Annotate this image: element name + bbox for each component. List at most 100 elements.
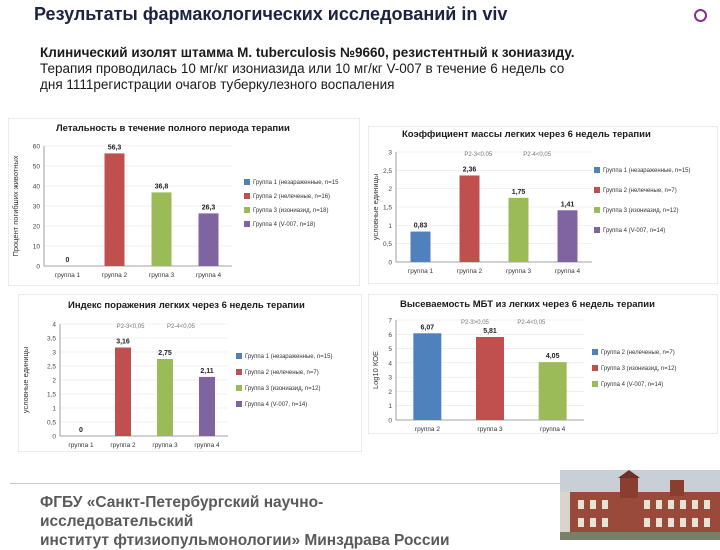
footer-line-2: институт фтизиопульмонологии» Минздрава … <box>40 532 450 549</box>
y-tick-label: 1,5 <box>383 205 392 212</box>
y-tick-label: 0,5 <box>383 241 392 248</box>
building-illustration <box>560 470 720 540</box>
y-tick-label: 3,5 <box>47 336 56 343</box>
legend-label: Группа 4 (V-007, n=18) <box>253 222 315 228</box>
legend-swatch <box>594 207 600 213</box>
bar-value-label: 2,36 <box>463 166 477 173</box>
legend-swatch <box>236 401 242 407</box>
bar <box>413 333 442 420</box>
x-tick-label: группа 4 <box>540 426 566 433</box>
y-tick-label: 0 <box>388 418 392 425</box>
bar-value-label: 3,16 <box>116 339 130 346</box>
y-tick-label: 1 <box>52 406 56 413</box>
building-photo <box>560 470 720 540</box>
legend-label: Группа 3 (изониазид, n=18) <box>253 208 328 214</box>
chart-lung-damage: Индекс поражения легких через 6 недель т… <box>18 294 362 452</box>
bar <box>410 231 431 262</box>
legend-label: Группа 1 (незараженные, n=15) <box>245 354 332 360</box>
bar <box>104 153 125 266</box>
y-tick-label: 3 <box>388 150 392 157</box>
chart-frame <box>8 118 360 286</box>
y-tick-label: 2 <box>388 186 392 193</box>
chart-mbt: Высеваемость МБТ из легких через 6 недел… <box>368 294 718 434</box>
chart-lethality: Летальность в течение полного периода те… <box>8 118 360 286</box>
chart-panel-mbt: Высеваемость МБТ из легких через 6 недел… <box>368 294 718 434</box>
intro-line-3: дня 1111регистрации очагов туберкулезног… <box>40 77 395 92</box>
x-tick-label: группа 4 <box>194 442 220 449</box>
bar <box>476 337 504 420</box>
p-value-annotation: P2-4<0,05 <box>517 320 546 326</box>
intro-text: Клинический изолят штамма M. tuberculosi… <box>40 45 710 93</box>
x-tick-label: группа 1 <box>55 272 81 279</box>
bar-value-label: 1,41 <box>561 201 575 208</box>
legend-label: Группа 2 (нелеченые, n=16) <box>253 194 330 200</box>
x-tick-label: группа 4 <box>196 272 222 279</box>
bar-value-label: 5,81 <box>483 328 497 335</box>
y-tick-label: 2,5 <box>47 364 56 371</box>
legend-label: Группа 3 (изониазид, n=12) <box>603 208 678 214</box>
y-tick-label: 0,5 <box>47 420 56 427</box>
x-tick-label: группа 2 <box>110 442 136 449</box>
bar <box>508 197 529 262</box>
bar <box>538 362 567 420</box>
x-tick-label: группа 2 <box>457 268 483 275</box>
y-tick-label: 5 <box>388 346 392 353</box>
chart-panel-lung-mass: Коэффициент массы легких через 6 недель … <box>368 126 718 284</box>
bar <box>459 175 480 262</box>
y-tick-label: 20 <box>33 224 41 231</box>
legend-label: Группа 3 (изониазид, n=12) <box>245 386 320 392</box>
y-tick-label: 60 <box>33 144 41 151</box>
p-value-annotation: P2-3>0,05 <box>461 320 490 326</box>
legend-swatch <box>592 365 598 371</box>
legend-swatch <box>236 369 242 375</box>
y-axis-label: Log10 КОЕ <box>371 351 380 389</box>
chart-lung-mass: Коэффициент массы легких через 6 недель … <box>368 126 718 284</box>
y-tick-label: 7 <box>388 318 392 325</box>
footer-divider <box>10 483 610 484</box>
chart-title: Индекс поражения легких через 6 недель т… <box>68 300 305 311</box>
legend-swatch <box>244 193 250 199</box>
x-tick-label: группа 2 <box>415 426 441 433</box>
x-tick-label: группа 1 <box>408 268 434 275</box>
x-tick-label: группа 1 <box>68 442 94 449</box>
bar <box>157 359 173 436</box>
y-tick-label: 2 <box>388 389 392 396</box>
bar-value-label: 1,75 <box>512 189 526 196</box>
legend-swatch <box>236 353 242 359</box>
legend-label: Группа 4 (V-007, n=14) <box>601 382 663 388</box>
y-tick-label: 6 <box>388 332 392 339</box>
y-tick-label: 2 <box>52 378 56 385</box>
legend-label: Группа 4 (V-007, n=14) <box>603 228 665 234</box>
x-tick-label: группа 3 <box>152 442 178 449</box>
y-tick-label: 1 <box>388 403 392 410</box>
bar <box>557 210 578 262</box>
legend-label: Группа 3 (изониазид, n=12) <box>601 366 676 372</box>
legend-swatch <box>236 385 242 391</box>
bar-value-label: 36,8 <box>155 183 169 190</box>
legend-swatch <box>244 179 250 185</box>
bar <box>151 192 172 266</box>
bar-value-label: 0,83 <box>414 223 428 230</box>
y-tick-label: 0 <box>52 434 56 441</box>
y-tick-label: 4 <box>388 360 392 367</box>
p-value-annotation: P2-4<0,05 <box>523 152 552 158</box>
x-tick-label: группа 4 <box>555 268 581 275</box>
footer-line-1: ФГБУ «Санкт-Петербургский научно-исследо… <box>40 494 324 530</box>
footer-institute: ФГБУ «Санкт-Петербургский научно-исследо… <box>40 493 460 550</box>
legend-swatch <box>594 167 600 173</box>
y-axis-label: Процент погибших животных <box>11 155 20 256</box>
y-tick-label: 3 <box>52 350 56 357</box>
legend-swatch <box>594 187 600 193</box>
y-tick-label: 1,5 <box>47 392 56 399</box>
chart-panel-lethality: Летальность в течение полного периода те… <box>8 118 360 286</box>
bar-value-label: 26,3 <box>202 204 216 211</box>
x-tick-label: группа 3 <box>477 426 503 433</box>
legend-swatch <box>594 227 600 233</box>
bar-value-label: 56,3 <box>108 144 122 151</box>
legend-label: Группа 2 (нелеченые, n=7) <box>601 350 675 356</box>
y-tick-label: 1 <box>388 223 392 230</box>
bar-value-label: 2,75 <box>158 350 172 357</box>
bar-value-label: 6,07 <box>421 324 435 331</box>
legend-label: Группа 1 (незараженные, n=15 <box>253 180 339 186</box>
chart-title: Высеваемость МБТ из легких через 6 недел… <box>400 299 655 310</box>
